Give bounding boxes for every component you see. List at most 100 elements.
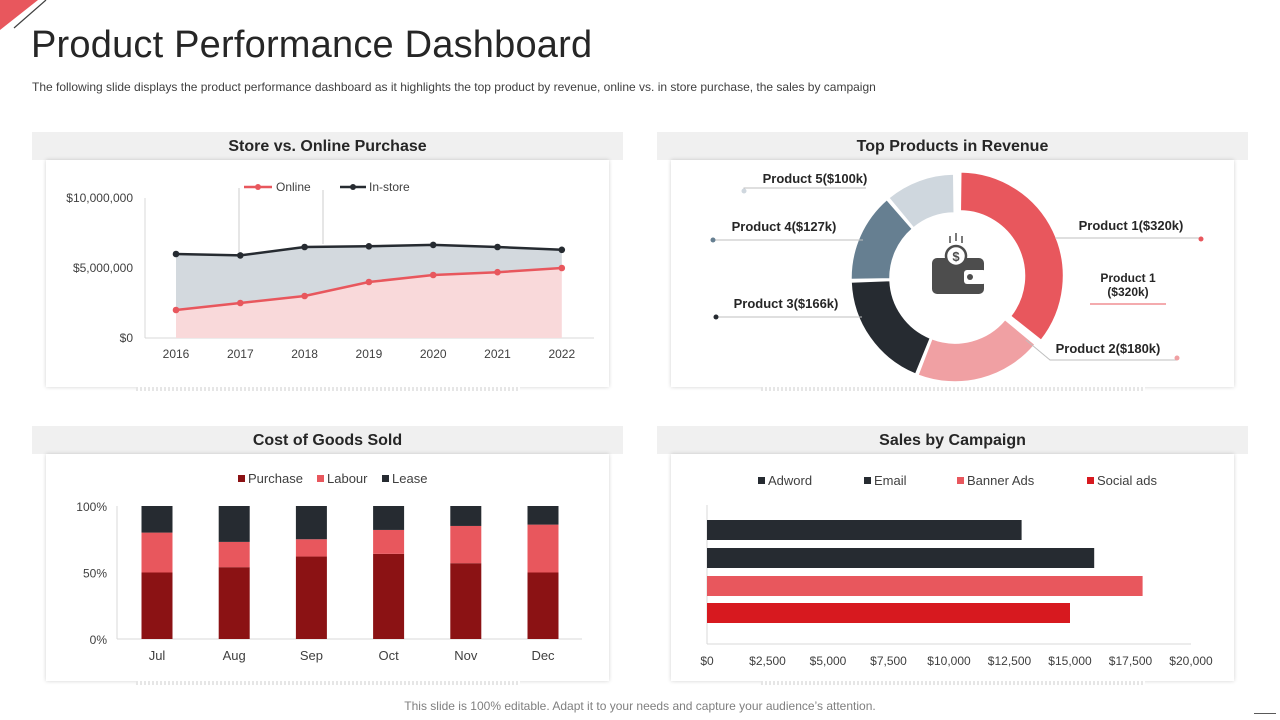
online-point bbox=[237, 299, 244, 307]
wallet-clasp-dot bbox=[967, 274, 973, 280]
x-tick-label: Aug bbox=[223, 648, 246, 663]
x-tick-label: 2021 bbox=[484, 347, 511, 361]
legend-swatch-purchase bbox=[238, 475, 245, 482]
online-point bbox=[172, 306, 180, 314]
campaign-header: Sales by Campaign bbox=[657, 426, 1248, 454]
legend-instore-label: In-store bbox=[369, 180, 410, 194]
bar-banner-ads bbox=[707, 576, 1143, 596]
top-products-header: Top Products in Revenue bbox=[657, 132, 1248, 160]
instore-point bbox=[172, 250, 180, 258]
legend-swatch-labour bbox=[317, 475, 324, 482]
pie-annotation: Product 1 bbox=[1100, 271, 1156, 285]
pie-leader-dot bbox=[713, 314, 719, 320]
card-shadow bbox=[761, 681, 1145, 685]
pie-leader-dot bbox=[1198, 236, 1204, 242]
instore-point bbox=[558, 246, 566, 254]
pie-label-1: Product 1($320k) bbox=[1079, 218, 1184, 233]
bar-labour-oct bbox=[373, 529, 405, 554]
bar-lease-dec bbox=[527, 506, 559, 525]
footer-line bbox=[1254, 713, 1276, 714]
card-shadow bbox=[761, 387, 1145, 391]
bar-purchase-jul bbox=[141, 572, 173, 639]
page-title: Product Performance Dashboard bbox=[31, 24, 593, 66]
x-tick-label: 2019 bbox=[356, 347, 383, 361]
online-point bbox=[494, 268, 501, 276]
x-tick-label: $17,500 bbox=[1109, 654, 1153, 668]
legend-swatch-banner-ads bbox=[957, 477, 964, 484]
card-shadow bbox=[136, 387, 520, 391]
pie-label-5: Product 5($100k) bbox=[763, 171, 868, 186]
pie-slice-1 bbox=[959, 171, 1065, 342]
coin bbox=[944, 244, 968, 268]
bar-labour-aug bbox=[218, 541, 250, 568]
wallet-icon: $ bbox=[932, 233, 986, 294]
pie-slice-4 bbox=[850, 198, 914, 281]
wallet-body bbox=[932, 258, 984, 294]
pie-label-2: Product 2($180k) bbox=[1056, 341, 1161, 356]
x-tick-label: $20,000 bbox=[1169, 654, 1213, 668]
pie-annotation: ($320k) bbox=[1107, 285, 1148, 299]
bar-lease-jul bbox=[141, 506, 173, 533]
bar-adword bbox=[707, 520, 1022, 540]
y-tick-label: 0% bbox=[90, 633, 108, 647]
instore-area bbox=[176, 244, 562, 310]
pie-leader-line bbox=[1025, 339, 1177, 361]
x-tick-label: $5,000 bbox=[810, 654, 847, 668]
bar-labour-sep bbox=[295, 539, 327, 557]
legend-online-label: Online bbox=[276, 180, 311, 194]
legend-online-swatch bbox=[255, 184, 261, 190]
legend-label-purchase: Purchase bbox=[248, 471, 303, 486]
bar-lease-nov bbox=[450, 506, 482, 526]
bar-purchase-aug bbox=[218, 567, 250, 639]
x-tick-label: $7,500 bbox=[870, 654, 907, 668]
bar-lease-sep bbox=[295, 506, 327, 540]
pie-label-4: Product 4($127k) bbox=[732, 219, 837, 234]
bar-purchase-nov bbox=[450, 563, 482, 639]
legend-swatch-email bbox=[864, 477, 871, 484]
y-tick-label: 50% bbox=[83, 567, 107, 581]
x-tick-label: 2020 bbox=[420, 347, 447, 361]
bar-social-ads bbox=[707, 603, 1070, 623]
cogs-card bbox=[46, 454, 609, 681]
bar-labour-nov bbox=[450, 525, 482, 564]
online-area bbox=[176, 268, 562, 338]
legend-label-email: Email bbox=[874, 473, 907, 488]
bar-labour-dec bbox=[527, 524, 559, 573]
x-tick-label: Oct bbox=[378, 648, 399, 663]
x-tick-label: $15,000 bbox=[1048, 654, 1092, 668]
instore-point bbox=[237, 252, 244, 259]
bar-email bbox=[707, 548, 1095, 568]
instore-point bbox=[301, 243, 308, 251]
footer-note: This slide is 100% editable. Adapt it to… bbox=[404, 699, 876, 713]
x-tick-label: 2017 bbox=[227, 347, 254, 361]
pie-leader-line bbox=[743, 187, 866, 191]
corner-decoration bbox=[0, 0, 47, 30]
x-tick-label: 2016 bbox=[163, 347, 190, 361]
legend-swatch-social-ads bbox=[1087, 477, 1094, 484]
legend-label-banner-ads: Banner Ads bbox=[967, 473, 1035, 488]
y-tick-label: 100% bbox=[76, 500, 107, 514]
x-tick-label: $12,500 bbox=[988, 654, 1032, 668]
cogs-header: Cost of Goods Sold bbox=[32, 426, 623, 454]
legend-instore-swatch bbox=[350, 184, 356, 190]
bar-lease-aug bbox=[218, 506, 250, 542]
page-subtitle: The following slide displays the product… bbox=[32, 80, 876, 94]
pie-label-3: Product 3($166k) bbox=[734, 296, 839, 311]
bar-lease-oct bbox=[373, 506, 405, 530]
wallet-clasp bbox=[964, 270, 986, 284]
legend-label-labour: Labour bbox=[327, 471, 368, 486]
pie-slice-3 bbox=[850, 279, 932, 376]
y-tick-label: $5,000,000 bbox=[73, 261, 133, 275]
x-tick-label: $0 bbox=[700, 654, 714, 668]
bar-purchase-sep bbox=[295, 556, 327, 639]
legend-label-lease: Lease bbox=[392, 471, 427, 486]
x-tick-label: Jul bbox=[149, 648, 166, 663]
coin-symbol: $ bbox=[952, 249, 960, 264]
pie-slice-5 bbox=[887, 173, 955, 229]
pie-leader-dot bbox=[741, 188, 747, 194]
x-tick-label: Nov bbox=[454, 648, 478, 663]
online-point bbox=[301, 292, 308, 300]
x-tick-label: Dec bbox=[531, 648, 555, 663]
x-tick-label: Sep bbox=[300, 648, 323, 663]
